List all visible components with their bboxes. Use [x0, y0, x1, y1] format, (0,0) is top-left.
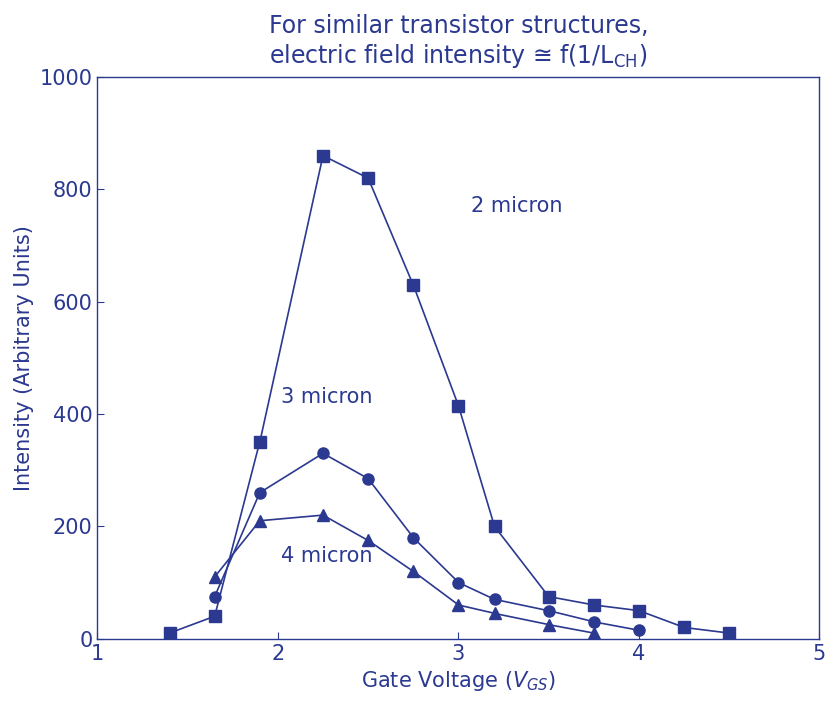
Text: 3 micron: 3 micron — [281, 387, 373, 407]
Text: 2 micron: 2 micron — [471, 196, 563, 216]
Y-axis label: Intensity (Arbitrary Units): Intensity (Arbitrary Units) — [14, 225, 34, 491]
Text: 4 micron: 4 micron — [281, 546, 373, 566]
Title: For similar transistor structures,
electric field intensity ≅ f(1/L$_{\mathregul: For similar transistor structures, elect… — [269, 14, 648, 70]
X-axis label: Gate Voltage ($V_{GS}$): Gate Voltage ($V_{GS}$) — [361, 669, 556, 693]
